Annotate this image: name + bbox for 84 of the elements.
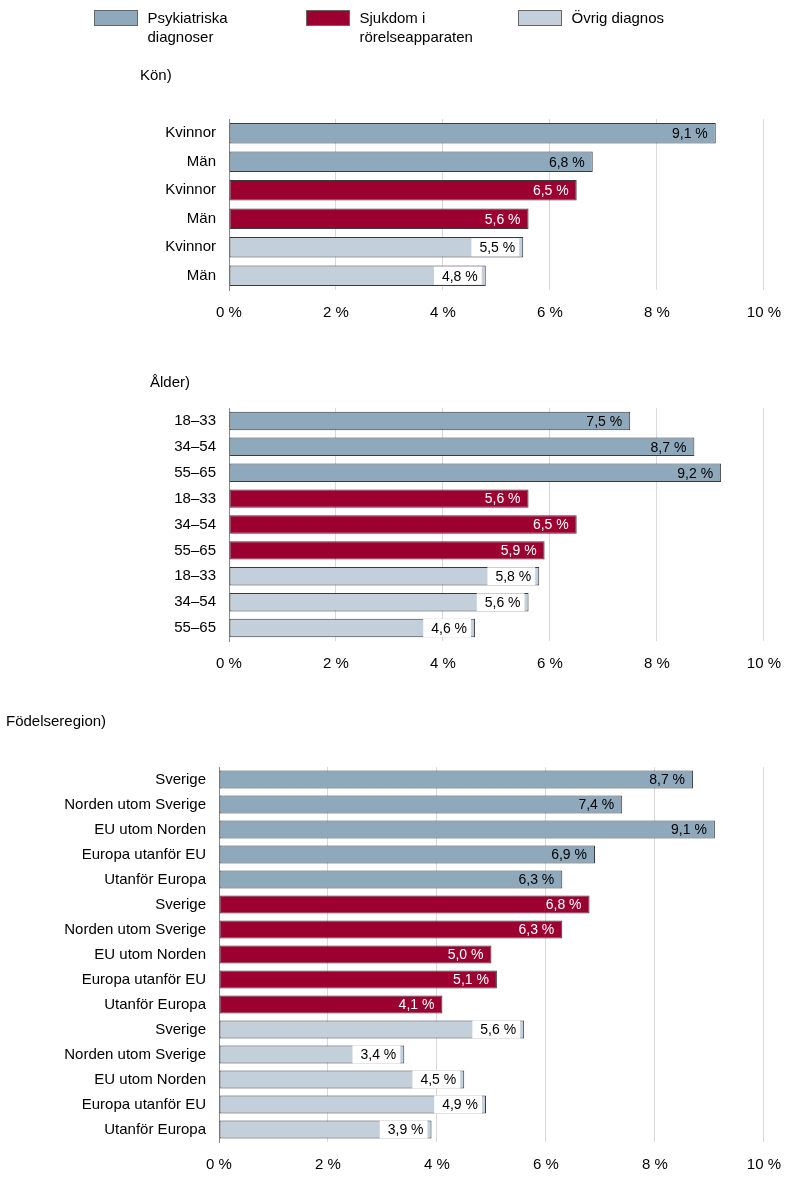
x-tick-label: 10 % <box>746 654 782 672</box>
data-label: 5,8 % <box>495 568 532 585</box>
x-tick-label: 4 % <box>430 303 456 321</box>
data-label: 8,7 % <box>649 771 686 788</box>
data-label: 6,5 % <box>532 182 569 199</box>
y-tick-label: EU utom Norden <box>94 819 206 837</box>
y-tick-label: Utanför Europa <box>104 869 207 887</box>
data-label: 8,7 % <box>650 438 687 455</box>
y-tick-label: Kvinnor <box>165 180 216 198</box>
x-tick-label: 10 % <box>746 303 782 321</box>
legend-label: Övrig diagnos <box>571 8 666 27</box>
data-label: 9,1 % <box>671 125 708 142</box>
data-label: 5,6 % <box>484 210 521 227</box>
text: Födelseregion) <box>6 712 107 729</box>
x-tick-label: 0 % <box>216 654 242 672</box>
y-tick-label: Norden utom Sverige <box>64 1044 206 1062</box>
chart-title: Kön) <box>140 66 172 83</box>
legend-label: Psykiatriska diagnoser <box>147 8 229 46</box>
y-tick-label: Norden utom Sverige <box>64 919 206 937</box>
data-label: 9,1 % <box>671 821 707 838</box>
y-tick-label: 18–33 <box>174 488 216 506</box>
y-tick-label: Sverige <box>155 769 206 787</box>
data-label: 6,3 % <box>518 871 555 888</box>
y-tick-label: Utanför Europa <box>104 994 207 1012</box>
data-label: 3,9 % <box>387 1121 424 1138</box>
chart-title: Ålder) <box>150 373 191 390</box>
y-tick-label: Europa utanför EU <box>81 844 206 862</box>
data-label: 4,5 % <box>420 1071 457 1088</box>
data-label: 9,2 % <box>677 464 714 481</box>
data-label: 5,1 % <box>453 971 489 988</box>
data-label: 5,0 % <box>447 946 484 963</box>
x-tick-label: 0 % <box>206 1155 232 1173</box>
x-tick-label: 6 % <box>537 303 563 321</box>
data-label: 5,9 % <box>500 542 537 559</box>
y-tick-label: Män <box>186 208 216 226</box>
x-tick-label: 8 % <box>643 654 670 672</box>
x-tick-label: 4 % <box>430 654 456 672</box>
y-tick-label: Sverige <box>155 1019 206 1037</box>
data-label: 4,9 % <box>442 1096 478 1113</box>
y-tick-label: Kvinnor <box>165 123 216 141</box>
data-label: 5,5 % <box>479 239 516 256</box>
y-tick-label: 34–54 <box>174 592 216 610</box>
y-tick-label: Män <box>186 265 216 283</box>
data-label: 6,8 % <box>548 153 585 170</box>
y-tick-label: Utanför Europa <box>104 1119 207 1137</box>
data-label: 5,6 % <box>484 594 521 611</box>
y-tick-label: Europa utanför EU <box>81 1094 206 1112</box>
x-tick-label: 6 % <box>537 654 563 672</box>
data-label: 3,4 % <box>360 1046 397 1063</box>
y-tick-label: 34–54 <box>174 514 216 532</box>
data-label: 4,6 % <box>431 619 468 636</box>
y-tick-label: 18–33 <box>174 566 216 584</box>
x-tick-label: 8 % <box>641 1155 668 1173</box>
y-tick-label: 18–33 <box>174 411 216 429</box>
data-label: 5,6 % <box>484 490 521 507</box>
data-label: 5,6 % <box>480 1021 517 1038</box>
data-label: 4,1 % <box>398 996 435 1013</box>
y-tick-label: 55–65 <box>174 618 216 636</box>
y-tick-label: Män <box>186 151 216 169</box>
y-tick-label: 55–65 <box>174 540 216 558</box>
x-tick-label: 6 % <box>533 1155 559 1173</box>
data-label: 6,9 % <box>551 846 587 863</box>
data-label: 6,8 % <box>545 896 582 913</box>
y-tick-label: Kvinnor <box>165 237 216 255</box>
x-tick-label: 10 % <box>746 1155 782 1173</box>
y-tick-label: 34–54 <box>174 436 216 454</box>
y-tick-label: Norden utom Sverige <box>64 794 206 812</box>
y-tick-label: Sverige <box>155 894 206 912</box>
data-label: 6,5 % <box>532 516 569 533</box>
x-tick-label: 2 % <box>315 1155 341 1173</box>
data-label: 6,3 % <box>518 921 555 938</box>
y-tick-label: Europa utanför EU <box>81 969 206 987</box>
x-tick-label: 4 % <box>424 1155 450 1173</box>
data-label: 7,5 % <box>586 412 623 429</box>
y-tick-label: 55–65 <box>174 462 216 480</box>
data-label: 7,4 % <box>578 796 615 813</box>
x-tick-label: 0 % <box>216 303 242 321</box>
x-tick-label: 2 % <box>323 654 349 672</box>
x-tick-label: 2 % <box>323 303 349 321</box>
x-tick-label: 8 % <box>643 303 670 321</box>
y-tick-label: EU utom Norden <box>94 944 206 962</box>
y-tick-label: EU utom Norden <box>94 1069 206 1087</box>
data-label: 4,8 % <box>441 267 478 284</box>
legend-label: Sjukdom i rörelseapparaten <box>359 8 474 46</box>
